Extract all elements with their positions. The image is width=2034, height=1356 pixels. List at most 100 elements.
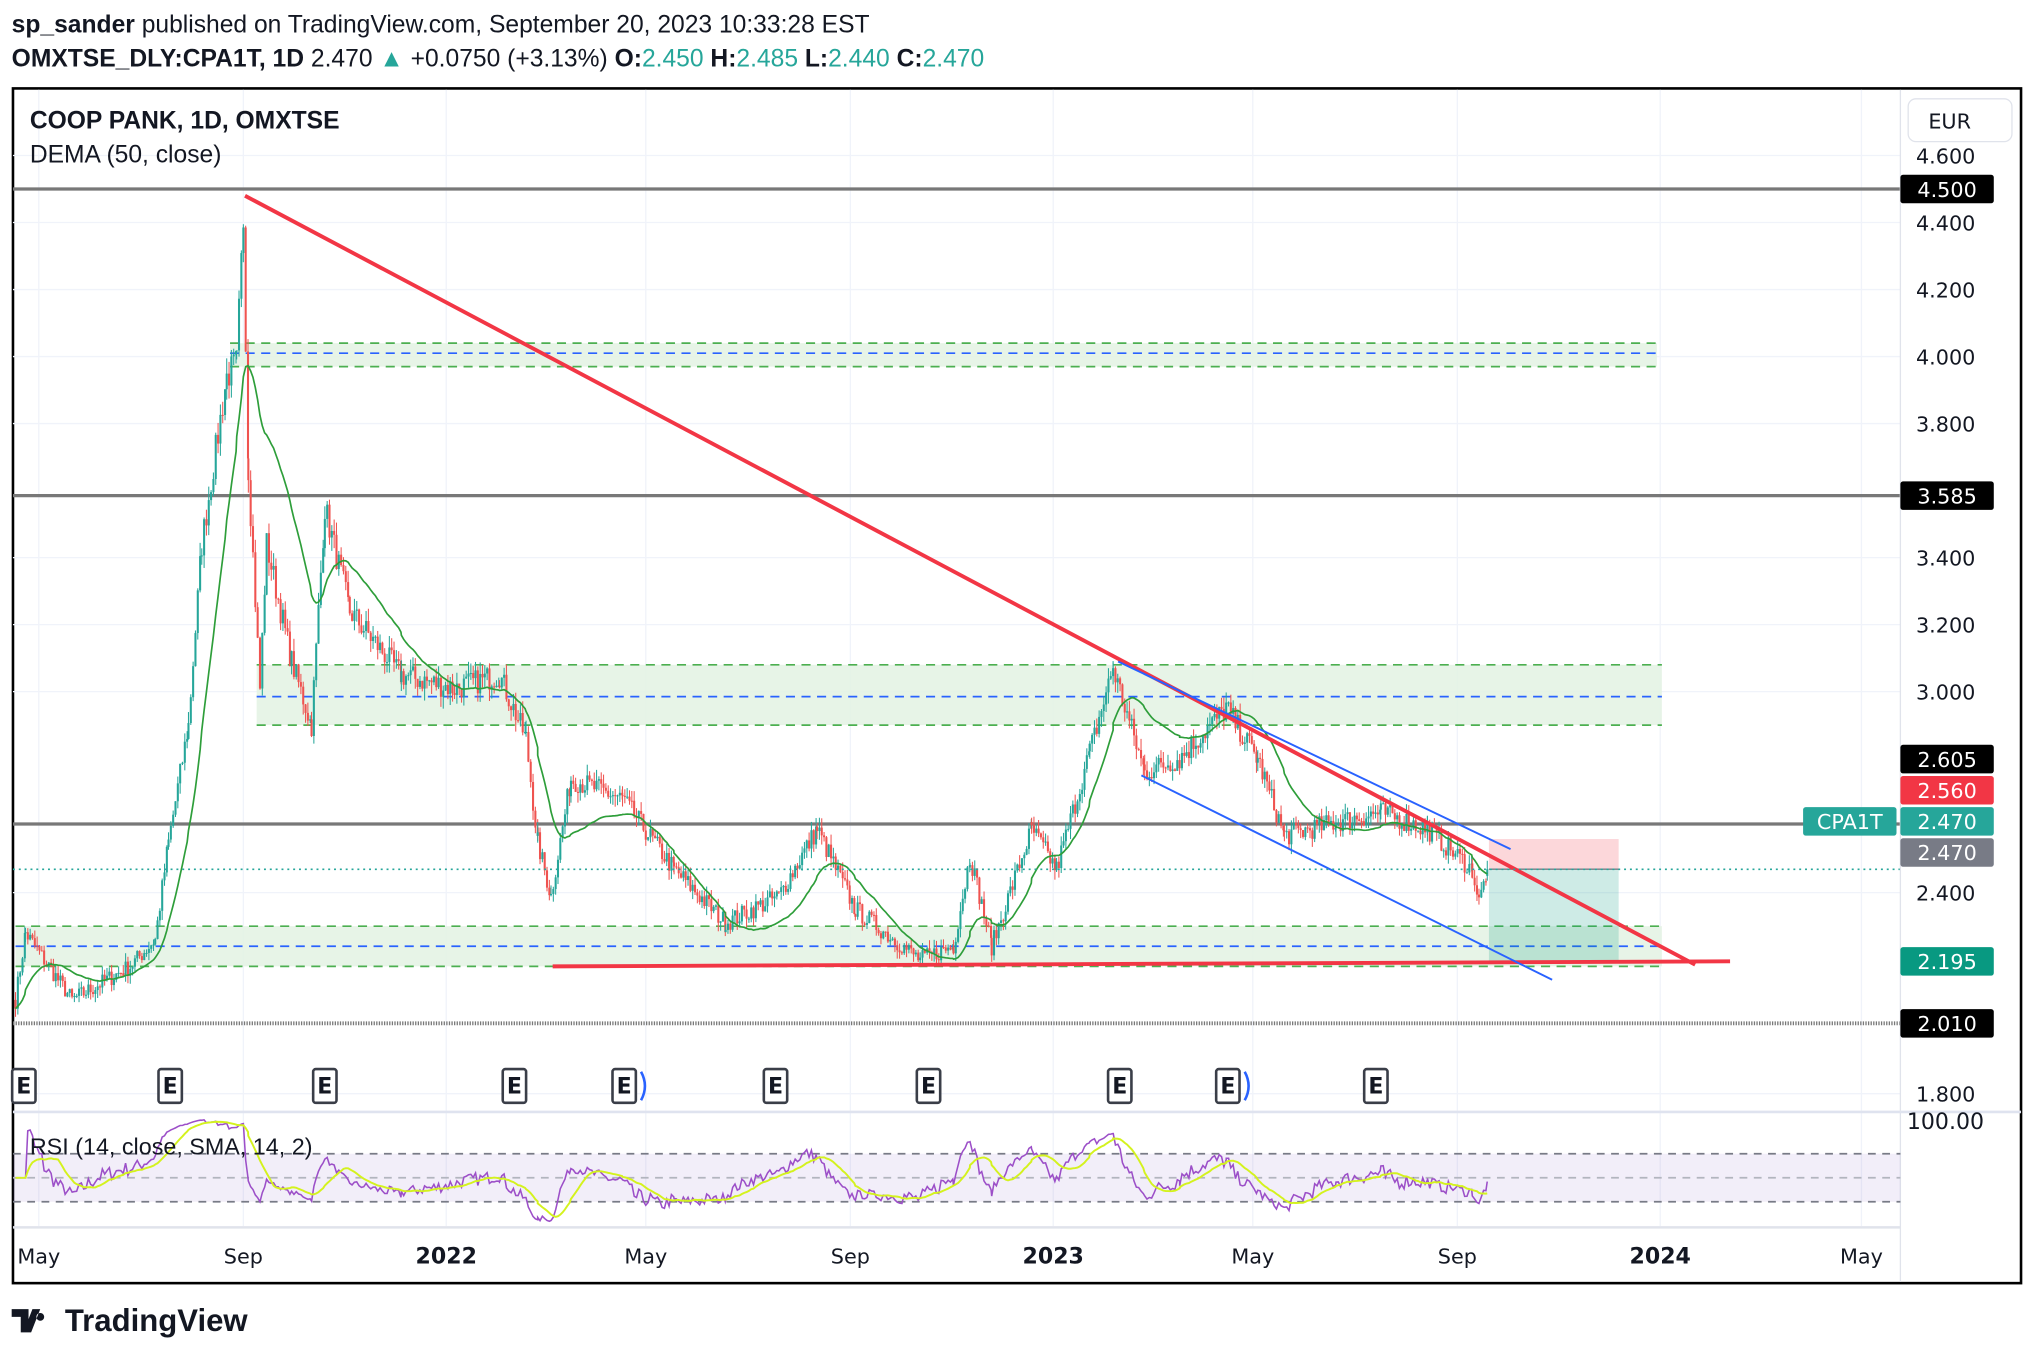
currency-button[interactable] bbox=[1907, 98, 2013, 143]
earnings-marker[interactable]: E bbox=[762, 1067, 789, 1105]
candle-body bbox=[949, 947, 952, 950]
earnings-icon: E bbox=[1112, 1075, 1127, 1100]
candle-body bbox=[369, 632, 372, 642]
rsi-axis-label: 100.00 bbox=[1907, 1110, 1984, 1135]
candle-body bbox=[1135, 735, 1138, 750]
candle-body bbox=[1292, 822, 1295, 830]
tradingview-logo[interactable]: TradingView bbox=[11, 1303, 249, 1338]
trendline-channel-lower[interactable] bbox=[1140, 774, 1553, 981]
candle-body bbox=[192, 666, 195, 698]
earnings-marker[interactable]: E bbox=[1362, 1067, 1389, 1105]
candle-body bbox=[310, 719, 313, 737]
trendline-base[interactable] bbox=[552, 959, 1731, 969]
candle-body bbox=[1454, 853, 1457, 857]
candle-body bbox=[868, 911, 871, 924]
x-tick-label: Sep bbox=[1438, 1245, 1477, 1269]
candle-body bbox=[78, 988, 81, 996]
candle-body bbox=[317, 604, 320, 644]
support-zone[interactable] bbox=[230, 343, 1657, 367]
earnings-marker[interactable]: E bbox=[157, 1067, 184, 1105]
earnings-marker[interactable]: E bbox=[611, 1067, 647, 1105]
candle-body bbox=[1270, 788, 1273, 791]
candle-body bbox=[1211, 717, 1214, 725]
candle-body bbox=[729, 923, 732, 930]
candle-body bbox=[1121, 684, 1124, 704]
candle-body bbox=[1243, 742, 1246, 744]
earnings-marker[interactable]: E bbox=[501, 1067, 528, 1105]
earnings-badge bbox=[762, 1067, 789, 1105]
candle-body bbox=[568, 789, 571, 797]
candle-body bbox=[89, 984, 92, 993]
earnings-marker[interactable]: E bbox=[311, 1067, 338, 1105]
position-tool[interactable] bbox=[1488, 839, 1619, 962]
trendlines[interactable] bbox=[244, 194, 1731, 981]
price-axis[interactable]: 4.600 4.400 4.200 4.000 3.800 3.400 3.200 3.000… bbox=[1916, 144, 1975, 1106]
candle-body bbox=[358, 609, 361, 626]
candle-body bbox=[707, 895, 711, 900]
candle-body bbox=[292, 651, 295, 677]
take-profit-zone[interactable] bbox=[1488, 869, 1619, 962]
candle-body bbox=[1471, 863, 1474, 878]
candle-body bbox=[827, 844, 830, 857]
candle-body bbox=[1123, 703, 1126, 713]
trendline-descending[interactable] bbox=[244, 194, 1697, 967]
candle-body bbox=[1384, 803, 1387, 815]
candle-body bbox=[663, 859, 666, 862]
candle-body bbox=[796, 865, 799, 869]
candle-body bbox=[1414, 820, 1417, 831]
indicator-label[interactable]: DEMA (50, close) bbox=[30, 141, 222, 168]
rsi-pane bbox=[12, 1118, 1901, 1223]
symbol-tag: CPA1T bbox=[1817, 810, 1883, 834]
candle-body bbox=[782, 885, 785, 888]
dividend-icon bbox=[1243, 1071, 1250, 1101]
candle-body bbox=[703, 896, 706, 907]
support-zone[interactable] bbox=[256, 664, 1662, 726]
candle-body bbox=[816, 826, 819, 832]
candle-body bbox=[1088, 751, 1091, 756]
rsi-label[interactable]: RSI (14, close, SMA, 14, 2) bbox=[30, 1134, 313, 1160]
earnings-marker[interactable]: E bbox=[10, 1067, 37, 1105]
candle-body bbox=[1197, 745, 1200, 748]
candle-body bbox=[541, 852, 544, 860]
time-axis[interactable]: May Sep 2022 May Sep 2023 May Sep 2024 May bbox=[17, 1245, 1883, 1270]
candle-body bbox=[581, 784, 584, 793]
candle-body bbox=[1424, 821, 1427, 833]
candle-body bbox=[449, 681, 452, 695]
support-zone[interactable] bbox=[15, 926, 1662, 967]
candle-body bbox=[207, 500, 210, 526]
candle-body bbox=[488, 668, 491, 690]
candle-body bbox=[453, 693, 456, 695]
candle-body bbox=[1256, 757, 1259, 763]
candle-body bbox=[140, 956, 143, 961]
earnings-marker[interactable]: E bbox=[1106, 1067, 1133, 1105]
candle-body bbox=[1183, 752, 1186, 756]
candle-body bbox=[481, 673, 484, 678]
candle-body bbox=[1088, 743, 1091, 752]
candle-body bbox=[1477, 894, 1480, 898]
candle-body bbox=[302, 686, 305, 705]
price-tags: 4.500 3.585 2.605 2.010 2.560 2.195 CPA1T 2.470… bbox=[1803, 174, 1994, 1038]
earnings-marker[interactable]: E bbox=[1214, 1067, 1250, 1105]
earnings-marker[interactable]: E bbox=[915, 1067, 942, 1105]
candle-body bbox=[147, 948, 150, 953]
trendline-channel-upper[interactable] bbox=[1117, 660, 1511, 850]
candle-body bbox=[644, 830, 647, 840]
candle-body bbox=[176, 783, 179, 802]
candle-body bbox=[609, 796, 612, 798]
candle-body bbox=[437, 677, 440, 688]
current-price-tag-bg bbox=[1900, 807, 1994, 836]
candle-body bbox=[333, 530, 336, 535]
candle-body bbox=[803, 848, 806, 853]
candles bbox=[14, 224, 1489, 1017]
candle-body bbox=[40, 950, 43, 952]
candle-body bbox=[698, 895, 701, 903]
candle-body bbox=[1060, 845, 1063, 869]
candle-body bbox=[392, 650, 396, 663]
candle-body bbox=[637, 811, 640, 819]
candle-body bbox=[476, 670, 479, 694]
candle-body bbox=[1442, 850, 1445, 852]
candle-body bbox=[696, 892, 699, 896]
candle-body bbox=[527, 731, 530, 762]
stop-loss-zone[interactable] bbox=[1488, 839, 1619, 870]
candle-body bbox=[82, 987, 85, 996]
